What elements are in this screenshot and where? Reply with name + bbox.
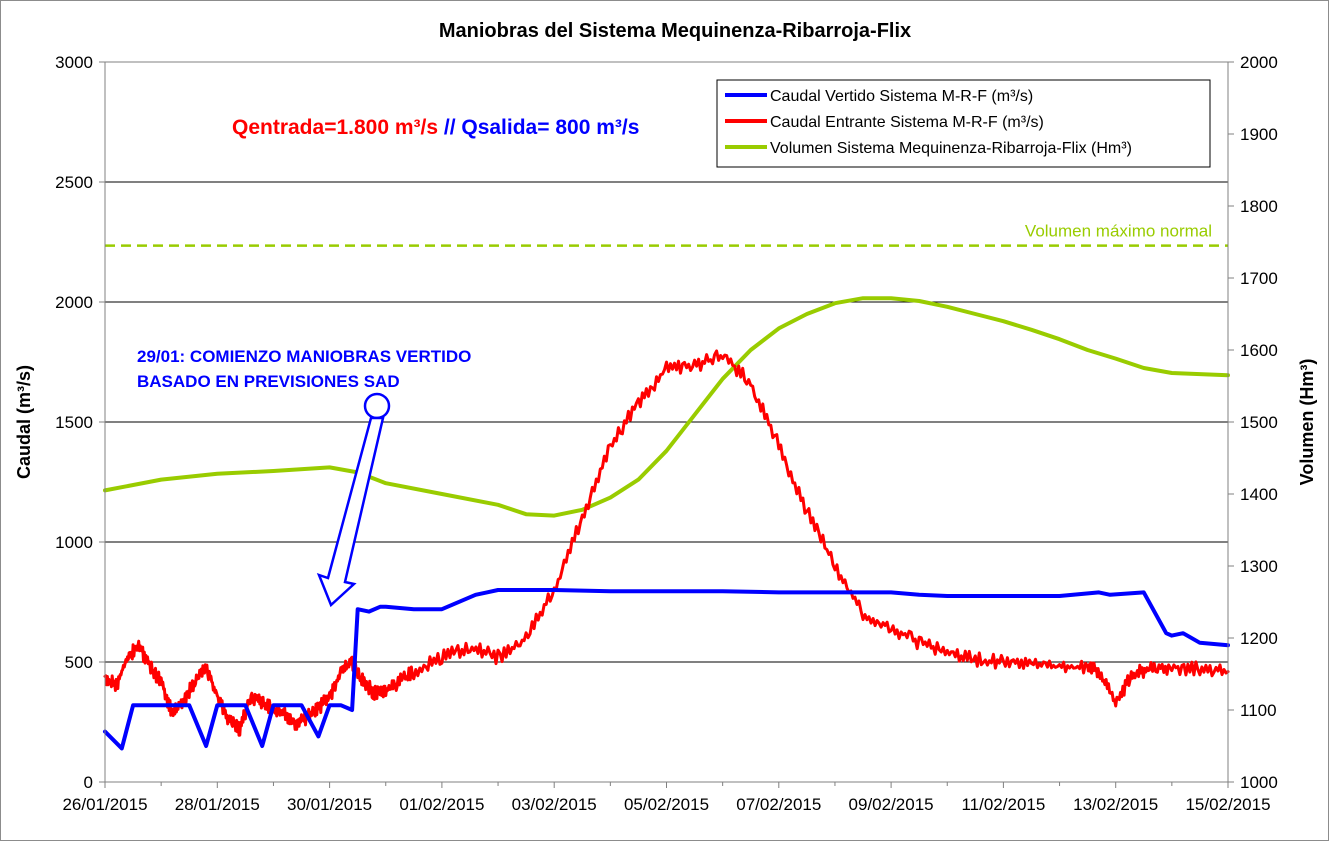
- left-tick-label-6: 3000: [55, 53, 93, 72]
- gridlines: [105, 61, 1228, 783]
- headline-flows: Qentrada=1.800 m³/s // Qsalida= 800 m³/s: [232, 116, 639, 139]
- right-tick-label-6: 1600: [1240, 341, 1278, 360]
- annotation-group: 29/01: COMIENZO MANIOBRAS VERTIDO BASADO…: [137, 347, 471, 608]
- right-axis-ticks: 1000 1100 1200 1300 1400 1500 1600 1700 1800 1900…: [1228, 53, 1278, 792]
- x-tick-label-9: 13/02/2015: [1073, 795, 1158, 814]
- x-tick-label-4: 03/02/2015: [512, 795, 597, 814]
- left-tick-label-4: 2000: [55, 293, 93, 312]
- right-tick-label-2: 1200: [1240, 629, 1278, 648]
- legend-box: [716, 79, 1211, 168]
- left-axis-ticks: 0 500 1000 1500 2000 2500 3000: [55, 53, 105, 792]
- chart-title: Maniobras del Sistema Mequinenza-Ribarro…: [439, 20, 911, 42]
- x-tick-label-6: 07/02/2015: [736, 795, 821, 814]
- right-tick-label-3: 1300: [1240, 557, 1278, 576]
- right-tick-label-5: 1500: [1240, 413, 1278, 432]
- right-tick-label-9: 1900: [1240, 125, 1278, 144]
- right-tick-label-8: 1800: [1240, 197, 1278, 216]
- x-tick-label-8: 11/02/2015: [961, 795, 1045, 814]
- legend-label-0: Caudal Vertido Sistema M-R-F (m³/s): [770, 88, 1033, 105]
- right-tick-label-0: 1000: [1240, 773, 1278, 792]
- max-volume-label: Volumen máximo normal: [1025, 222, 1212, 241]
- left-axis-label: Caudal (m³/s): [14, 365, 34, 479]
- x-tick-label-10: 15/02/2015: [1185, 795, 1270, 814]
- left-tick-label-5: 2500: [55, 173, 93, 192]
- legend: Caudal Vertido Sistema M-R-F (m³/s) Cauda…: [716, 79, 1211, 168]
- left-tick-label-0: 0: [84, 773, 93, 792]
- annotation-line-2: BASADO EN PREVISIONES SAD: [137, 372, 400, 391]
- x-tick-label-2: 30/01/2015: [287, 795, 372, 814]
- series-line-2: [103, 296, 1230, 518]
- left-tick-label-3: 1500: [55, 413, 93, 432]
- annotation-arrow: [316, 416, 385, 608]
- series-line-1: [103, 349, 1230, 737]
- x-tick-label-3: 01/02/2015: [399, 795, 484, 814]
- x-tick-label-1: 28/01/2015: [175, 795, 260, 814]
- series-group: [103, 296, 1230, 751]
- right-tick-label-10: 2000: [1240, 53, 1278, 72]
- reference-line-group: Volumen máximo normal: [105, 222, 1228, 247]
- headline-inflow: Qentrada=1.800 m³/s: [232, 116, 438, 139]
- x-tick-label-0: 26/01/2015: [62, 795, 147, 814]
- left-tick-label-2: 1000: [55, 533, 93, 552]
- x-tick-label-5: 05/02/2015: [624, 795, 709, 814]
- x-tick-label-7: 09/02/2015: [849, 795, 934, 814]
- right-axis-label: Volumen (Hm³): [1297, 359, 1317, 486]
- annotation-callout-circle: [363, 392, 391, 420]
- right-tick-label-1: 1100: [1240, 701, 1277, 720]
- legend-label-2: Volumen Sistema Mequinenza-Ribarroja-Fli…: [770, 140, 1132, 157]
- series-line-0: [103, 588, 1230, 751]
- legend-label-1: Caudal Entrante Sistema M-R-F (m³/s): [770, 114, 1044, 131]
- x-axis-ticks: 26/01/2015 28/01/2015 30/01/2015 01/02/2015…: [62, 782, 1271, 814]
- right-tick-label-4: 1400: [1240, 485, 1278, 504]
- left-tick-label-1: 500: [65, 653, 93, 672]
- headline-outflow: // Qsalida= 800 m³/s: [438, 116, 639, 139]
- right-tick-label-7: 1700: [1240, 269, 1278, 288]
- annotation-line-1: 29/01: COMIENZO MANIOBRAS VERTIDO: [137, 347, 471, 366]
